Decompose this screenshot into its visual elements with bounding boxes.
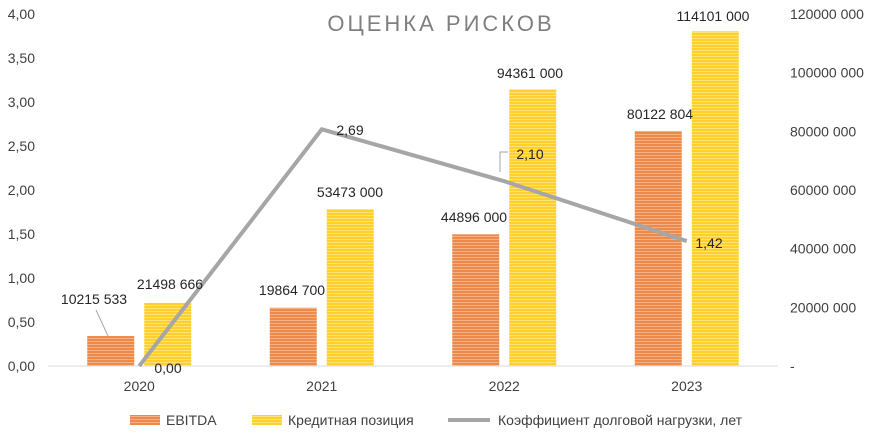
legend-ebitda-swatch — [130, 415, 160, 425]
left-tick-label: 1,00 — [8, 270, 35, 286]
ebitda-data-label: 44896 000 — [441, 209, 507, 225]
bar-credit-position — [326, 209, 374, 366]
ebitda-label-leader — [95, 309, 109, 337]
bar-ebitda — [269, 307, 317, 366]
right-axis: - 20000 000 40000 000 60000 000 80000 000 100… — [790, 6, 864, 374]
x-tick-label: 2023 — [671, 378, 702, 394]
x-tick-label: 2021 — [306, 378, 337, 394]
line-series — [137, 126, 688, 368]
bar-credit-position — [509, 89, 557, 366]
bar-ebitda — [87, 336, 135, 366]
left-tick-label: 3,50 — [8, 50, 35, 66]
left-tick-label: 0,00 — [8, 358, 35, 374]
right-tick-label: - — [790, 358, 795, 374]
right-tick-label: 100000 000 — [790, 65, 864, 81]
credit-position-data-label: 53473 000 — [317, 184, 383, 200]
credit-position-data-label: 21498 666 — [137, 276, 203, 292]
legend-ebitda-label: EBITDA — [166, 412, 217, 428]
ebitda-data-label: 10215 533 — [61, 291, 127, 307]
legend-credit-position-swatch — [252, 415, 282, 425]
right-tick-label: 120000 000 — [790, 6, 864, 22]
x-tick-label: 2020 — [124, 378, 155, 394]
debt-ratio-data-label: 2,10 — [516, 146, 543, 162]
chart-title: ОЦЕНКА РИСКОВ — [327, 11, 554, 36]
right-tick-label: 80000 000 — [790, 123, 856, 139]
ebitda-data-label: 19864 700 — [259, 282, 325, 298]
data-labels: 10215 533 19864 700 44896 000 80122 804 2149… — [61, 8, 750, 376]
x-tick-label: 2022 — [489, 378, 520, 394]
right-tick-label: 20000 000 — [790, 299, 856, 315]
left-tick-label: 3,00 — [8, 94, 35, 110]
left-axis: 0,00 0,50 1,00 1,50 2,00 2,50 3,00 3,50 4,00 — [8, 6, 35, 374]
bar-credit-position — [144, 302, 192, 366]
x-axis: 2020 2021 2022 2023 — [124, 378, 703, 394]
left-tick-label: 1,50 — [8, 226, 35, 242]
debt-ratio-label-leader — [499, 151, 508, 172]
legend-debt-ratio-label: Коэффициент долговой нагрузки, лет — [498, 412, 743, 428]
bar-ebitda — [452, 234, 500, 366]
debt-ratio-data-label: 1,42 — [695, 235, 722, 251]
bar-ebitda — [634, 130, 682, 366]
bar-credit-position — [691, 31, 739, 366]
left-tick-label: 2,50 — [8, 138, 35, 154]
right-tick-label: 60000 000 — [790, 182, 856, 198]
ebitda-data-label: 80122 804 — [627, 106, 693, 122]
credit-position-data-label: 114101 000 — [677, 8, 750, 24]
left-tick-label: 0,50 — [8, 314, 35, 330]
legend-credit-position-label: Кредитная позиция — [288, 412, 414, 428]
debt-ratio-data-label: 0,00 — [154, 360, 181, 376]
credit-position-data-label: 94361 000 — [497, 65, 563, 81]
bars — [87, 31, 739, 366]
right-tick-label: 40000 000 — [790, 241, 856, 257]
debt-ratio-line — [137, 126, 688, 368]
left-tick-label: 4,00 — [8, 6, 35, 22]
debt-ratio-data-label: 2,69 — [336, 122, 363, 138]
legend: EBITDA Кредитная позиция Коэффициент долго… — [130, 412, 743, 428]
left-tick-label: 2,00 — [8, 182, 35, 198]
